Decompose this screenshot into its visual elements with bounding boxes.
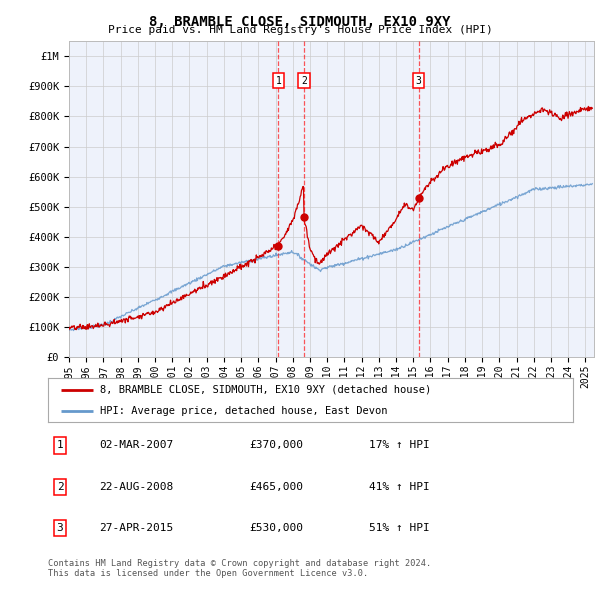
Text: 51% ↑ HPI: 51% ↑ HPI (369, 523, 430, 533)
Text: 2: 2 (56, 482, 64, 491)
Text: £465,000: £465,000 (249, 482, 303, 491)
Text: Price paid vs. HM Land Registry's House Price Index (HPI): Price paid vs. HM Land Registry's House … (107, 25, 493, 35)
Text: 41% ↑ HPI: 41% ↑ HPI (369, 482, 430, 491)
Text: 3: 3 (416, 76, 422, 86)
Text: 17% ↑ HPI: 17% ↑ HPI (369, 441, 430, 450)
Text: 8, BRAMBLE CLOSE, SIDMOUTH, EX10 9XY: 8, BRAMBLE CLOSE, SIDMOUTH, EX10 9XY (149, 15, 451, 29)
Text: 1: 1 (56, 441, 64, 450)
Text: £370,000: £370,000 (249, 441, 303, 450)
Text: 3: 3 (56, 523, 64, 533)
Text: 22-AUG-2008: 22-AUG-2008 (99, 482, 173, 491)
Text: 2: 2 (301, 76, 307, 86)
Text: £530,000: £530,000 (249, 523, 303, 533)
Text: 1: 1 (275, 76, 281, 86)
Text: 8, BRAMBLE CLOSE, SIDMOUTH, EX10 9XY (detached house): 8, BRAMBLE CLOSE, SIDMOUTH, EX10 9XY (de… (101, 385, 432, 395)
Text: HPI: Average price, detached house, East Devon: HPI: Average price, detached house, East… (101, 406, 388, 416)
Text: Contains HM Land Registry data © Crown copyright and database right 2024.
This d: Contains HM Land Registry data © Crown c… (48, 559, 431, 578)
Text: 02-MAR-2007: 02-MAR-2007 (99, 441, 173, 450)
Text: 27-APR-2015: 27-APR-2015 (99, 523, 173, 533)
